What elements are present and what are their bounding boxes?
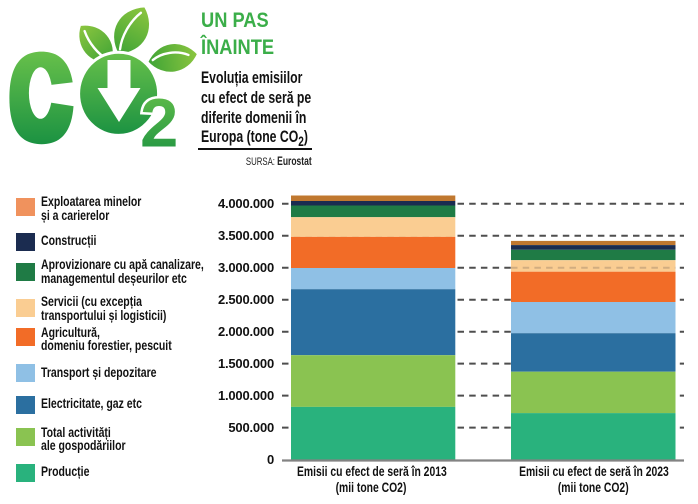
svg-text:2: 2 — [140, 85, 178, 162]
